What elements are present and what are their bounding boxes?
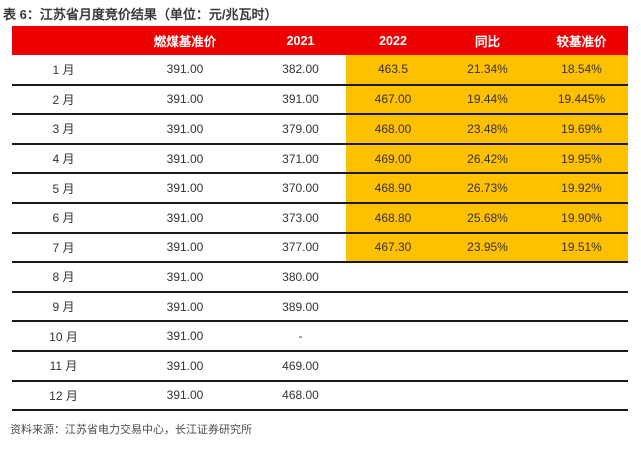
column-header-month — [12, 26, 115, 55]
table-row: 3 月 391.00 379.00 468.00 23.48% 19.69% — [12, 114, 628, 145]
cell-base-price: 391.00 — [115, 202, 255, 234]
cell-base-price: 391.00 — [115, 114, 255, 145]
cell-2022: 468.00 — [346, 114, 440, 145]
cell-yoy — [440, 321, 535, 352]
cell-month: 4 月 — [12, 143, 115, 175]
cell-month: 12 月 — [12, 380, 115, 412]
cell-yoy: 19.44% — [440, 84, 535, 116]
cell-2021: 377.00 — [255, 232, 346, 264]
cell-2021: 373.00 — [255, 202, 346, 234]
cell-vs-base: 19.69% — [535, 114, 628, 145]
cell-vs-base: 19.445% — [535, 84, 628, 116]
cell-vs-base — [535, 321, 628, 352]
table-row: 2 月 391.00 391.00 467.00 19.44% 19.445% — [12, 84, 628, 116]
cell-month: 8 月 — [12, 262, 115, 293]
table-row: 1 月 391.00 382.00 463.5 21.34% 18.54% — [12, 55, 628, 86]
cell-month: 11 月 — [12, 350, 115, 382]
cell-month: 10 月 — [12, 321, 115, 352]
cell-month: 5 月 — [12, 173, 115, 204]
cell-2022: 463.5 — [346, 55, 440, 86]
cell-vs-base: 18.54% — [535, 55, 628, 86]
table-header-row: 燃煤基准价 2021 2022 同比 较基准价 — [12, 26, 628, 55]
table-row: 6 月 391.00 373.00 468.80 25.68% 19.90% — [12, 202, 628, 234]
cell-2022 — [346, 321, 440, 352]
cell-yoy: 23.48% — [440, 114, 535, 145]
cell-vs-base — [535, 350, 628, 382]
cell-2021: 382.00 — [255, 55, 346, 86]
cell-2021: 379.00 — [255, 114, 346, 145]
table-row: 5 月 391.00 370.00 468.90 26.73% 19.92% — [12, 173, 628, 204]
cell-yoy: 25.68% — [440, 202, 535, 234]
cell-2022 — [346, 291, 440, 323]
cell-2021: 380.00 — [255, 262, 346, 293]
cell-vs-base: 19.92% — [535, 173, 628, 204]
cell-month: 2 月 — [12, 84, 115, 116]
cell-month: 7 月 — [12, 232, 115, 264]
cell-vs-base: 19.51% — [535, 232, 628, 264]
cell-base-price: 391.00 — [115, 291, 255, 323]
cell-base-price: 391.00 — [115, 55, 255, 86]
cell-2022: 468.80 — [346, 202, 440, 234]
column-header-2021: 2021 — [255, 26, 346, 55]
cell-2022: 468.90 — [346, 173, 440, 204]
column-header-2022: 2022 — [346, 26, 440, 55]
cell-yoy: 21.34% — [440, 55, 535, 86]
cell-2021: 389.00 — [255, 291, 346, 323]
cell-yoy — [440, 380, 535, 412]
cell-base-price: 391.00 — [115, 262, 255, 293]
table-row: 8 月 391.00 380.00 — [12, 262, 628, 293]
cell-month: 3 月 — [12, 114, 115, 145]
cell-month: 1 月 — [12, 55, 115, 86]
cell-base-price: 391.00 — [115, 380, 255, 412]
cell-2022 — [346, 380, 440, 412]
table-row: 12 月 391.00 468.00 — [12, 380, 628, 412]
cell-2022: 469.00 — [346, 143, 440, 175]
cell-base-price: 391.00 — [115, 350, 255, 382]
cell-2022: 467.30 — [346, 232, 440, 264]
column-header-yoy: 同比 — [440, 26, 535, 55]
cell-yoy — [440, 350, 535, 382]
cell-base-price: 391.00 — [115, 143, 255, 175]
cell-yoy: 26.73% — [440, 173, 535, 204]
cell-vs-base: 19.95% — [535, 143, 628, 175]
cell-base-price: 391.00 — [115, 84, 255, 116]
cell-2022: 467.00 — [346, 84, 440, 116]
cell-2021: 370.00 — [255, 173, 346, 204]
cell-base-price: 391.00 — [115, 232, 255, 264]
cell-month: 6 月 — [12, 202, 115, 234]
cell-2022 — [346, 350, 440, 382]
cell-vs-base — [535, 262, 628, 293]
cell-base-price: 391.00 — [115, 173, 255, 204]
cell-yoy: 23.95% — [440, 232, 535, 264]
cell-yoy: 26.42% — [440, 143, 535, 175]
cell-yoy — [440, 291, 535, 323]
table-title: 表 6：江苏省月度竞价结果（单位：元/兆瓦时） — [3, 7, 278, 22]
cell-2021: 469.00 — [255, 350, 346, 382]
cell-base-price: 391.00 — [115, 321, 255, 352]
cell-2021: 371.00 — [255, 143, 346, 175]
table-row: 11 月 391.00 469.00 — [12, 350, 628, 382]
column-header-coal-base-price: 燃煤基准价 — [115, 26, 255, 55]
cell-2021: 468.00 — [255, 380, 346, 412]
table-row: 7 月 391.00 377.00 467.30 23.95% 19.51% — [12, 232, 628, 264]
cell-vs-base — [535, 380, 628, 412]
table-row: 9 月 391.00 389.00 — [12, 291, 628, 323]
table-row: 4 月 391.00 371.00 469.00 26.42% 19.95% — [12, 143, 628, 175]
cell-2021: 391.00 — [255, 84, 346, 116]
cell-2022 — [346, 262, 440, 293]
cell-month: 9 月 — [12, 291, 115, 323]
cell-vs-base: 19.90% — [535, 202, 628, 234]
cell-2021: - — [255, 321, 346, 352]
cell-yoy — [440, 262, 535, 293]
column-header-vs-base: 较基准价 — [535, 26, 628, 55]
table-row: 10 月 391.00 - — [12, 321, 628, 352]
cell-vs-base — [535, 291, 628, 323]
monthly-bidding-price-table: 燃煤基准价 2021 2022 同比 较基准价 1 月 391.00 382.0… — [12, 26, 628, 412]
source-note: 资料来源：江苏省电力交易中心，长江证券研究所 — [10, 424, 252, 437]
